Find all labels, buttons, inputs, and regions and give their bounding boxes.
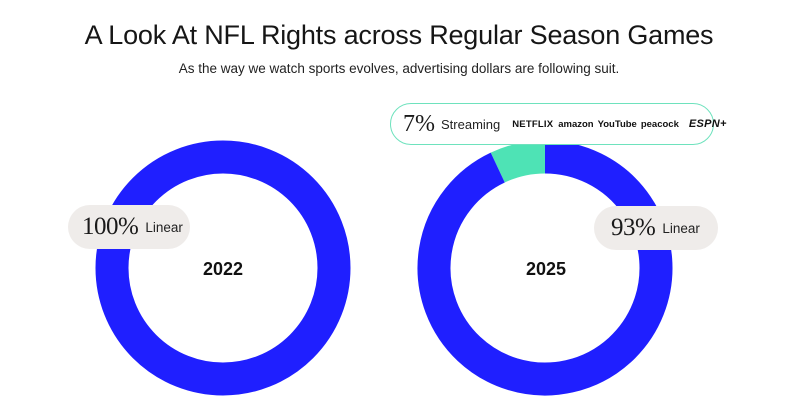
- donut-2025-slice-linear: [417, 140, 673, 396]
- linear-2025-label: Linear: [662, 220, 700, 236]
- amazon-logo: amazon: [558, 118, 594, 130]
- espn-plus-logo: ESPN+: [688, 118, 727, 130]
- chart-subtitle: As the way we watch sports evolves, adve…: [178, 61, 620, 76]
- donut-2025-slice-streaming: [490, 140, 546, 183]
- streaming-2025-percent: 7%: [403, 110, 435, 137]
- linear-2025-percent: 93%: [611, 214, 656, 241]
- donut-2025-year-label: 2025: [525, 259, 567, 279]
- linear-2022-percent: 100%: [82, 213, 139, 240]
- peacock-logo: peacock: [640, 118, 679, 130]
- streaming-2025-callout: 7% Streaming NETFLIX amazon YouTube peac…: [390, 103, 726, 145]
- linear-2022-callout: 100% Linear: [68, 205, 190, 249]
- youtube-logo: YouTube: [597, 118, 637, 130]
- donut-2025: [417, 140, 673, 396]
- chart-title: A Look At NFL Rights across Regular Seas…: [84, 20, 714, 50]
- netflix-logo: NETFLIX: [512, 118, 554, 130]
- linear-2022-label: Linear: [145, 219, 183, 235]
- donut-2022-slice-linear: [95, 140, 351, 396]
- streaming-2025-label: Streaming: [441, 116, 501, 132]
- donut-2022-year-label: 2022: [202, 259, 244, 279]
- donut-2022: [95, 140, 351, 396]
- linear-2025-callout: 93% Linear: [594, 206, 718, 250]
